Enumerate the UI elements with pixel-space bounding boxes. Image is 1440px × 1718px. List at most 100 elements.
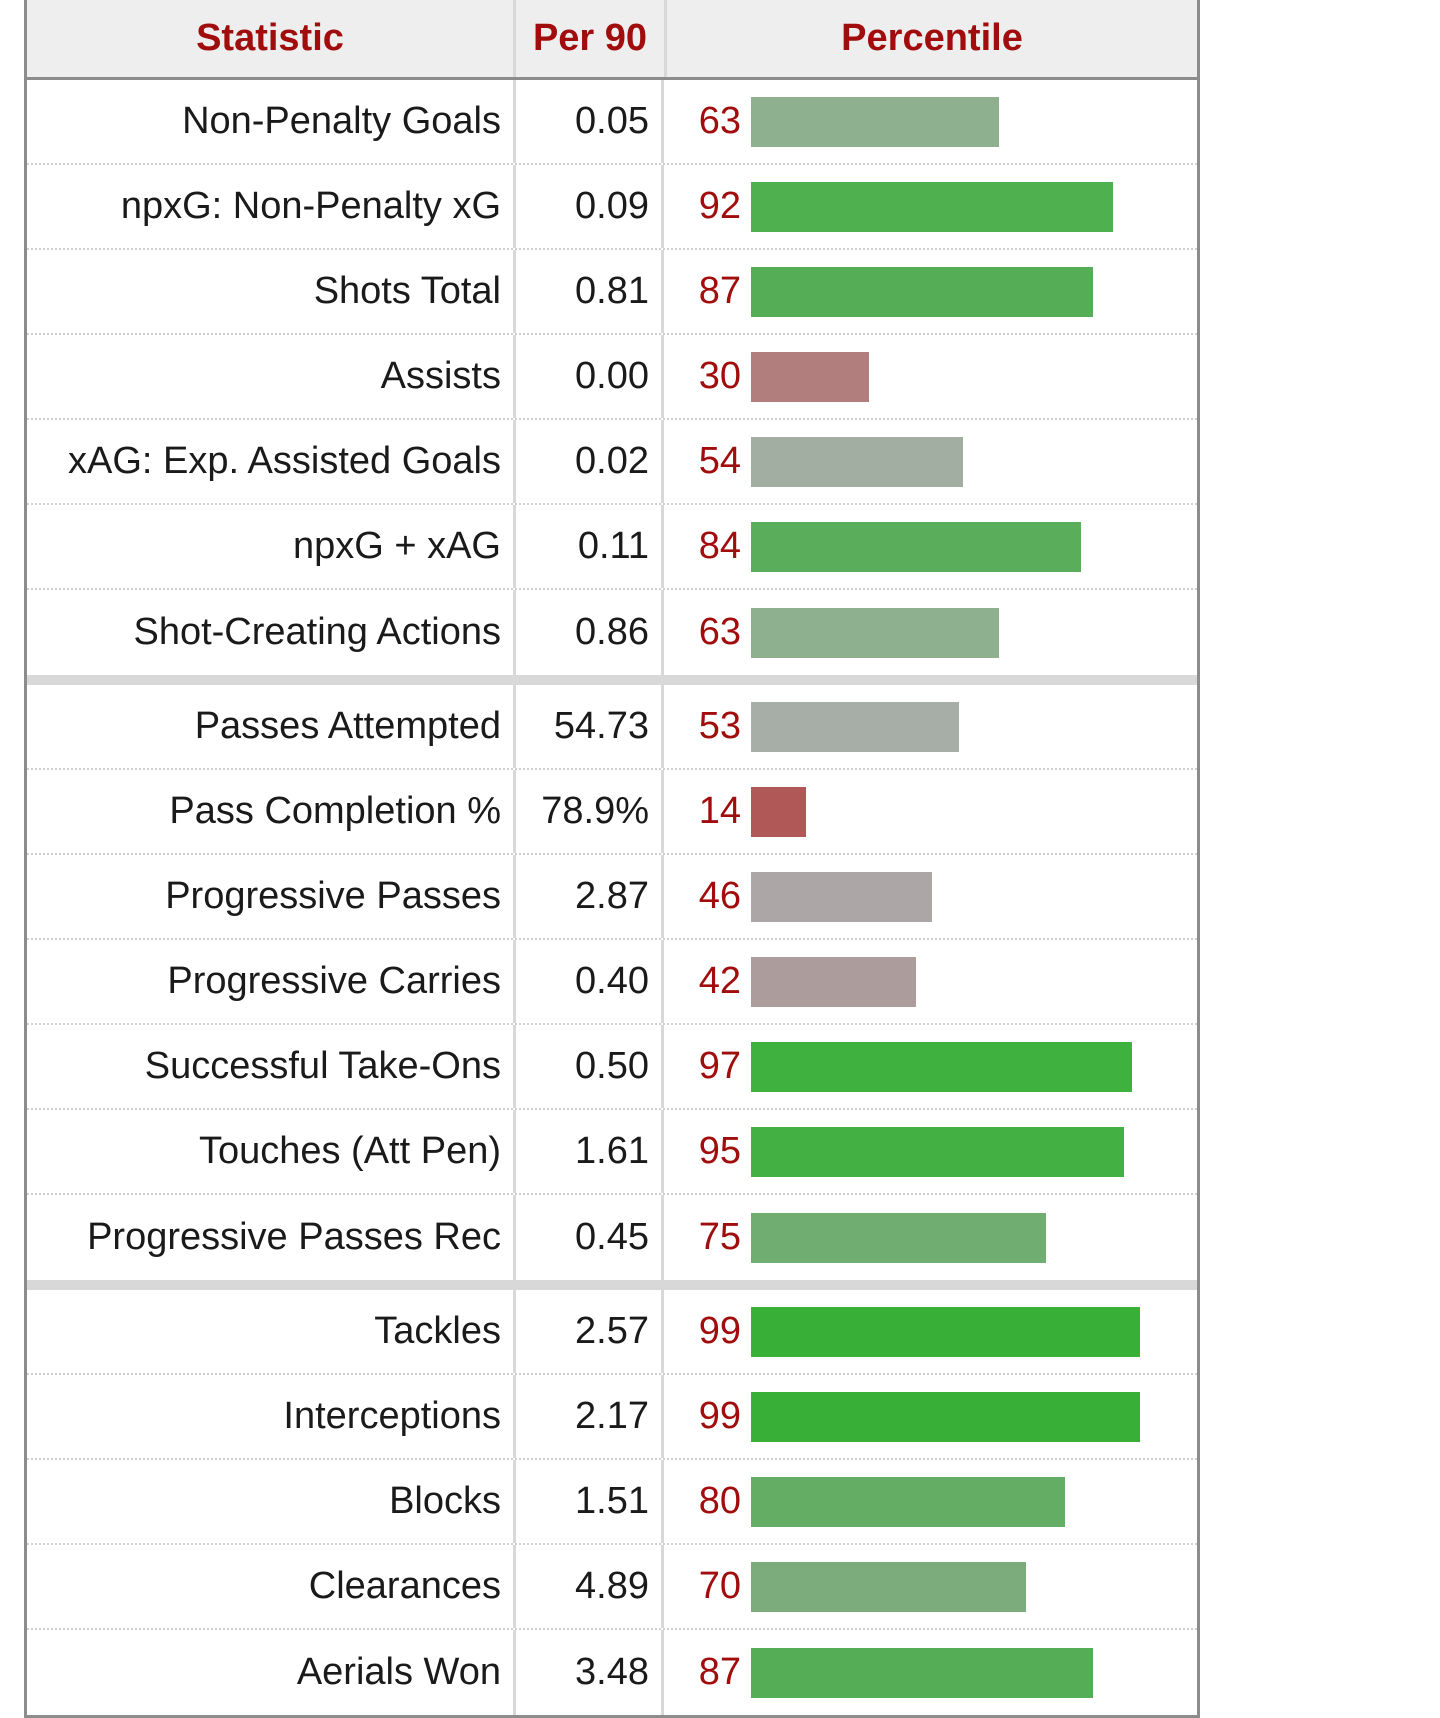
table-header: Statistic Per 90 Percentile xyxy=(27,0,1197,80)
table-row: Interceptions 2.17 99 xyxy=(27,1375,1197,1460)
stat-label: Interceptions xyxy=(283,1395,501,1437)
percentile-bar xyxy=(751,1041,1133,1092)
percentile-value: 99 xyxy=(698,1310,741,1352)
percentile-bar xyxy=(751,351,869,402)
stats-table: Statistic Per 90 Percentile Non-Penalty … xyxy=(24,0,1200,1718)
percentile-bar xyxy=(751,1391,1141,1442)
group-separator xyxy=(27,675,1197,685)
stat-label: npxG + xAG xyxy=(292,525,501,567)
table-row: Blocks 1.51 80 xyxy=(27,1460,1197,1545)
percentile-cell: 84 xyxy=(661,505,1197,588)
stat-label: Successful Take-Ons xyxy=(144,1045,501,1087)
percentile-bar xyxy=(751,1647,1093,1698)
per90-value: 3.48 xyxy=(513,1630,661,1715)
stat-label: Assists xyxy=(380,355,501,397)
percentile-cell: 87 xyxy=(661,250,1197,333)
percentile-cell: 99 xyxy=(661,1375,1197,1458)
percentile-cell: 80 xyxy=(661,1460,1197,1543)
per90-value: 0.11 xyxy=(513,505,661,588)
stat-label: Progressive Passes xyxy=(165,875,501,917)
stat-label: Tackles xyxy=(374,1310,501,1352)
percentile-cell: 46 xyxy=(661,855,1197,938)
per90-value: 0.40 xyxy=(513,940,661,1023)
stat-label: Blocks xyxy=(389,1480,501,1522)
percentile-value: 97 xyxy=(698,1045,741,1087)
percentile-cell: 95 xyxy=(661,1110,1197,1193)
table-row: Clearances 4.89 70 xyxy=(27,1545,1197,1630)
percentile-bar xyxy=(751,266,1093,317)
percentile-bar xyxy=(751,1126,1125,1177)
per90-value: 0.45 xyxy=(513,1195,661,1280)
percentile-value: 14 xyxy=(698,790,741,832)
per90-value: 2.17 xyxy=(513,1375,661,1458)
percentile-bar xyxy=(751,956,917,1007)
stat-label: Progressive Passes Rec xyxy=(87,1216,501,1258)
percentile-bar xyxy=(751,607,999,658)
per90-value: 78.9% xyxy=(513,770,661,853)
percentile-value: 99 xyxy=(698,1395,741,1437)
per90-value: 0.02 xyxy=(513,420,661,503)
stat-label: Touches (Att Pen) xyxy=(198,1130,501,1172)
percentile-bar xyxy=(751,701,960,752)
table-row: Shots Total 0.81 87 xyxy=(27,250,1197,335)
percentile-cell: 63 xyxy=(661,80,1197,163)
table-row: Progressive Passes Rec 0.45 75 xyxy=(27,1195,1197,1280)
table-row: Assists 0.00 30 xyxy=(27,335,1197,420)
percentile-value: 75 xyxy=(698,1216,741,1258)
percentile-value: 87 xyxy=(698,270,741,312)
percentile-cell: 54 xyxy=(661,420,1197,503)
table-row: xAG: Exp. Assisted Goals 0.02 54 xyxy=(27,420,1197,505)
stat-label: Progressive Carries xyxy=(167,960,501,1002)
stat-label: Passes Attempted xyxy=(194,705,501,747)
percentile-cell: 14 xyxy=(661,770,1197,853)
percentile-value: 92 xyxy=(698,185,741,227)
stat-label: Aerials Won xyxy=(296,1651,501,1693)
table-row: Progressive Passes 2.87 46 xyxy=(27,855,1197,940)
per90-value: 1.61 xyxy=(513,1110,661,1193)
percentile-value: 53 xyxy=(698,705,741,747)
table-row: Passes Attempted 54.73 53 xyxy=(27,685,1197,770)
table-row: npxG + xAG 0.11 84 xyxy=(27,505,1197,590)
per90-value: 0.81 xyxy=(513,250,661,333)
per90-value: 54.73 xyxy=(513,685,661,768)
percentile-cell: 97 xyxy=(661,1025,1197,1108)
percentile-value: 84 xyxy=(698,525,741,567)
table-row: Touches (Att Pen) 1.61 95 xyxy=(27,1110,1197,1195)
col-header-percentile: Percentile xyxy=(664,0,1197,77)
per90-value: 1.51 xyxy=(513,1460,661,1543)
percentile-bar xyxy=(751,786,807,837)
percentile-value: 70 xyxy=(698,1565,741,1607)
col-header-statistic: Statistic xyxy=(196,17,344,59)
table-row: npxG: Non-Penalty xG 0.09 92 xyxy=(27,165,1197,250)
stat-label: Non-Penalty Goals xyxy=(182,100,501,142)
stat-label: npxG: Non-Penalty xG xyxy=(120,185,501,227)
per90-value: 0.50 xyxy=(513,1025,661,1108)
table-row: Tackles 2.57 99 xyxy=(27,1290,1197,1375)
percentile-cell: 99 xyxy=(661,1290,1197,1373)
stat-label: Shots Total xyxy=(313,270,501,312)
percentile-bar xyxy=(751,871,932,922)
percentile-value: 46 xyxy=(698,875,741,917)
table-row: Progressive Carries 0.40 42 xyxy=(27,940,1197,1025)
percentile-bar xyxy=(751,1306,1141,1357)
stat-label: Shot-Creating Actions xyxy=(133,611,501,653)
percentile-value: 63 xyxy=(698,100,741,142)
per90-value: 0.86 xyxy=(513,590,661,675)
percentile-cell: 63 xyxy=(661,590,1197,675)
per90-value: 2.57 xyxy=(513,1290,661,1373)
percentile-bar xyxy=(751,181,1113,232)
table-row: Pass Completion % 78.9% 14 xyxy=(27,770,1197,855)
stat-label: Pass Completion % xyxy=(169,790,501,832)
table-body: Non-Penalty Goals 0.05 63 npxG: Non-Penalty… xyxy=(27,80,1197,1715)
col-header-per90: Per 90 xyxy=(513,0,664,77)
stat-label: xAG: Exp. Assisted Goals xyxy=(68,440,501,482)
table-row: Shot-Creating Actions 0.86 63 xyxy=(27,590,1197,675)
percentile-bar xyxy=(751,436,964,487)
percentile-value: 95 xyxy=(698,1130,741,1172)
table-row: Successful Take-Ons 0.50 97 xyxy=(27,1025,1197,1110)
percentile-cell: 53 xyxy=(661,685,1197,768)
percentile-value: 54 xyxy=(698,440,741,482)
group-separator xyxy=(27,1280,1197,1290)
percentile-bar xyxy=(751,1476,1066,1527)
table-row: Aerials Won 3.48 87 xyxy=(27,1630,1197,1715)
